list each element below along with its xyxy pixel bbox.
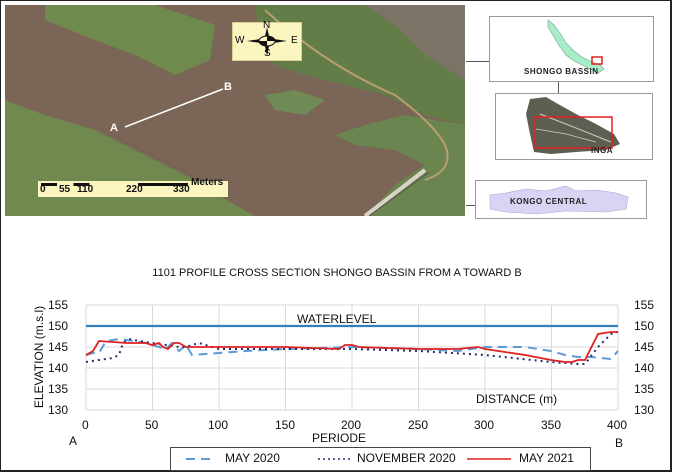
- x-tick-400: 400: [607, 418, 628, 432]
- inga-shape: [526, 97, 620, 154]
- inset-kongo-central: KONGO CENTRAL: [475, 180, 647, 219]
- y2-tick-155: 155: [634, 298, 655, 312]
- legend-swatches: [186, 458, 511, 460]
- legend-may-2021: MAY 2021: [519, 451, 574, 465]
- y-tick-135: 135: [48, 382, 69, 396]
- y-axis-label: ELEVATION (m.s.l): [32, 305, 46, 409]
- x-tick-50: 50: [145, 418, 159, 432]
- y-tick-130: 130: [48, 403, 69, 417]
- legend-november-2020: NOVEMBER 2020: [357, 451, 456, 465]
- compass-icon: [247, 27, 287, 56]
- point-b-label: B: [224, 81, 232, 93]
- kongo-central-shape: [489, 185, 629, 215]
- chart-title: 1101 PROFILE CROSS SECTION SHONGO BASSIN…: [152, 267, 522, 279]
- series-november-2020: [85, 331, 619, 365]
- waterlevel-label: WATERLEVEL: [297, 312, 377, 326]
- series-may-2020: [85, 337, 619, 361]
- inset-label-shongo: SHONGO BASSIN: [524, 67, 599, 76]
- x-tick-350: 350: [541, 418, 562, 432]
- y-tick-140: 140: [48, 361, 69, 375]
- point-b-axis-label: B: [615, 436, 624, 450]
- y2-tick-135: 135: [634, 382, 655, 396]
- point-a-label: A: [110, 122, 118, 134]
- x-tick-300: 300: [474, 418, 495, 432]
- compass-w: W: [235, 35, 245, 46]
- scale-bar: 0 55 110 220 330 Meters: [38, 177, 228, 197]
- y-tick-155: 155: [48, 298, 69, 312]
- inset-label-inga: INGA: [591, 146, 613, 155]
- chart-legend: MAY 2020 NOVEMBER 2020 MAY 2021: [170, 447, 591, 471]
- shongo-shape: [547, 19, 605, 74]
- inset-shongo-bassin: SHONGO BASSIN: [489, 16, 654, 82]
- x-tick-100: 100: [208, 418, 229, 432]
- legend-may-2020: MAY 2020: [225, 451, 280, 465]
- y2-tick-140: 140: [634, 361, 655, 375]
- compass-n: N: [263, 20, 271, 31]
- inset-label-kongo-central: KONGO CENTRAL: [510, 197, 588, 206]
- series-may-2021: [85, 331, 618, 363]
- x-tick-150: 150: [275, 418, 296, 432]
- compass-e: E: [291, 35, 298, 46]
- scale-tick-110: 110: [77, 184, 94, 195]
- point-a-axis-label: A: [69, 434, 78, 448]
- scale-tick-0: 0: [40, 184, 46, 195]
- scale-tick-55: 55: [59, 184, 71, 195]
- x-axis-label: PERIODE: [312, 431, 367, 445]
- y2-tick-145: 145: [634, 340, 655, 354]
- y2-tick-130: 130: [634, 403, 655, 417]
- y-tick-145: 145: [48, 340, 69, 354]
- compass-rose: N S W E: [232, 20, 302, 61]
- y2-tick-150: 150: [634, 319, 655, 333]
- x-tick-250: 250: [408, 418, 429, 432]
- y-tick-150: 150: [48, 319, 69, 333]
- scale-tick-220: 220: [126, 184, 143, 195]
- distance-label: DISTANCE (m): [476, 392, 558, 406]
- scale-unit: Meters: [191, 177, 224, 188]
- compass-s: S: [264, 48, 271, 59]
- x-tick-0: 0: [82, 418, 89, 432]
- scale-tick-330: 330: [173, 184, 190, 195]
- inset-inga: INGA: [495, 93, 653, 160]
- x-tick-200: 200: [341, 418, 362, 432]
- scale-bar-segments: [41, 183, 188, 186]
